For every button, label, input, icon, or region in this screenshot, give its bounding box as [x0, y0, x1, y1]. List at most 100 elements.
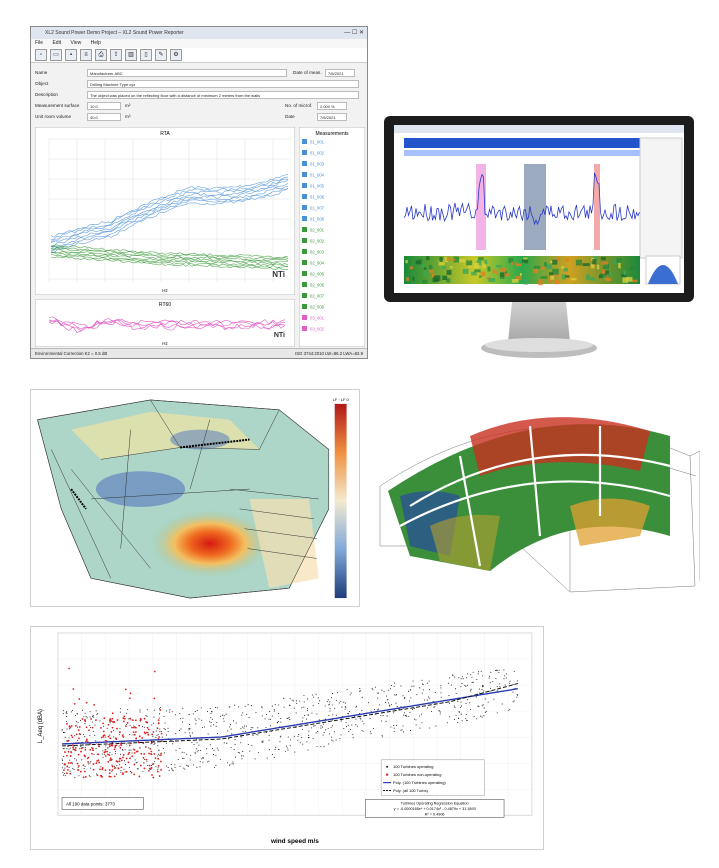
operating-point [234, 743, 236, 745]
operating-point [512, 691, 514, 693]
operating-point [165, 734, 168, 736]
operating-point [242, 731, 244, 733]
operating-point [271, 753, 273, 755]
measurement-item[interactable]: 01_001 [310, 140, 325, 145]
measurement-item[interactable]: 02_003 [310, 250, 325, 255]
operating-point [325, 729, 327, 731]
non-operating-point [109, 719, 112, 722]
object-field[interactable]: Drilling Machine Type xyz [87, 79, 359, 88]
operating-point [278, 748, 280, 750]
operating-point [434, 691, 436, 694]
measurement-item[interactable]: 03_001 [310, 316, 325, 321]
operating-point [242, 712, 244, 714]
operating-point [250, 705, 252, 707]
edit-icon[interactable]: ✎ [155, 49, 167, 61]
operating-point [393, 685, 395, 687]
operating-point [245, 725, 247, 727]
non-operating-point [88, 729, 90, 732]
rta-series-green [50, 248, 289, 263]
operating-point [116, 765, 118, 767]
no-mics-field[interactable]: 2.000 % [317, 101, 347, 110]
operating-point [377, 709, 379, 711]
operating-point [86, 717, 88, 719]
print-icon[interactable]: ⎙ [95, 49, 107, 61]
measurement-item[interactable]: 02_005 [310, 272, 325, 277]
surface-field[interactable]: 10.0 [87, 101, 121, 110]
operating-point [242, 755, 244, 757]
operating-point [188, 728, 190, 730]
export-icon[interactable]: ⇪ [110, 49, 122, 61]
menu-help[interactable]: Help [90, 40, 101, 46]
non-operating-point [82, 776, 85, 779]
measurement-item[interactable]: 01_006 [310, 195, 325, 200]
measurement-item[interactable]: 01_007 [310, 206, 325, 211]
operating-point [82, 734, 84, 736]
measurement-item[interactable]: 01_003 [310, 162, 325, 167]
operating-point [154, 761, 156, 763]
measurement-item[interactable]: 01_004 [310, 173, 325, 178]
new-file-icon[interactable]: ▫ [35, 49, 47, 61]
operating-point [460, 678, 462, 680]
non-operating-point [82, 764, 85, 767]
operating-point [303, 694, 305, 696]
operating-point [132, 734, 134, 736]
chart-icon[interactable]: ▥ [125, 49, 137, 61]
operating-point [123, 768, 125, 770]
operating-point [100, 766, 102, 768]
menu-view[interactable]: View [70, 40, 82, 46]
operating-point [102, 750, 104, 752]
operating-point [487, 701, 489, 703]
non-operating-point [129, 697, 131, 700]
settings-icon[interactable]: ⚙ [170, 49, 182, 61]
measurement-item[interactable]: 01_008 [310, 217, 325, 222]
non-operating-point [69, 726, 72, 729]
operating-point [184, 732, 186, 734]
operating-point [419, 727, 421, 729]
non-operating-point [139, 764, 142, 767]
window-controls[interactable]: — ☐ ✕ [344, 30, 364, 36]
operating-point [439, 711, 441, 713]
operating-point [96, 713, 98, 716]
non-operating-point [108, 743, 110, 746]
operating-point [454, 688, 457, 690]
measurement-color-swatch [302, 150, 307, 155]
operating-point [398, 708, 400, 710]
operating-point [82, 709, 84, 711]
report-icon[interactable]: ≡ [80, 49, 92, 61]
operating-point [70, 711, 73, 713]
measurement-item[interactable]: 02_008 [310, 305, 325, 310]
operating-point [156, 734, 158, 737]
non-operating-point [118, 757, 121, 760]
operating-point [350, 692, 352, 694]
volume-field[interactable]: 40.0 [87, 112, 121, 121]
date-field[interactable]: 7/6/2021 [317, 112, 347, 121]
open-folder-icon[interactable]: ▭ [50, 49, 62, 61]
measurement-item[interactable]: 01_005 [310, 184, 325, 189]
measurement-item[interactable]: 02_002 [310, 239, 325, 244]
menu-file[interactable]: File [35, 40, 44, 46]
non-operating-point [160, 732, 163, 735]
operating-point [426, 699, 428, 701]
measurement-item[interactable]: 02_004 [310, 261, 325, 266]
date-of-meas-field[interactable]: 7/6/2021 [325, 68, 355, 77]
measurement-item[interactable]: 02_006 [310, 283, 325, 288]
operating-point [328, 714, 330, 716]
measurement-item[interactable]: 03_002 [310, 327, 325, 332]
operating-point [355, 718, 357, 720]
non-operating-point [69, 762, 72, 764]
save-icon[interactable]: ▪ [65, 49, 77, 61]
measurement-item[interactable]: 02_007 [310, 294, 325, 299]
monitor-stand [508, 302, 570, 342]
operating-point [192, 713, 194, 715]
operating-point [64, 775, 66, 777]
operating-point [104, 739, 106, 741]
non-operating-point [114, 746, 117, 749]
non-operating-point [110, 744, 113, 747]
measurement-item[interactable]: 02_001 [310, 228, 325, 233]
measurement-item[interactable]: 01_002 [310, 151, 325, 156]
name-field[interactable]: Manufacturer ABC [87, 68, 287, 77]
menu-edit[interactable]: Edit [52, 40, 62, 46]
description-field[interactable]: The object was placed on the reflecting … [87, 90, 359, 99]
measurements-list[interactable]: 01_001 01_002 01_003 01_004 01_005 01_006 01_0… [302, 139, 325, 332]
device-icon[interactable]: ▯ [140, 49, 152, 61]
